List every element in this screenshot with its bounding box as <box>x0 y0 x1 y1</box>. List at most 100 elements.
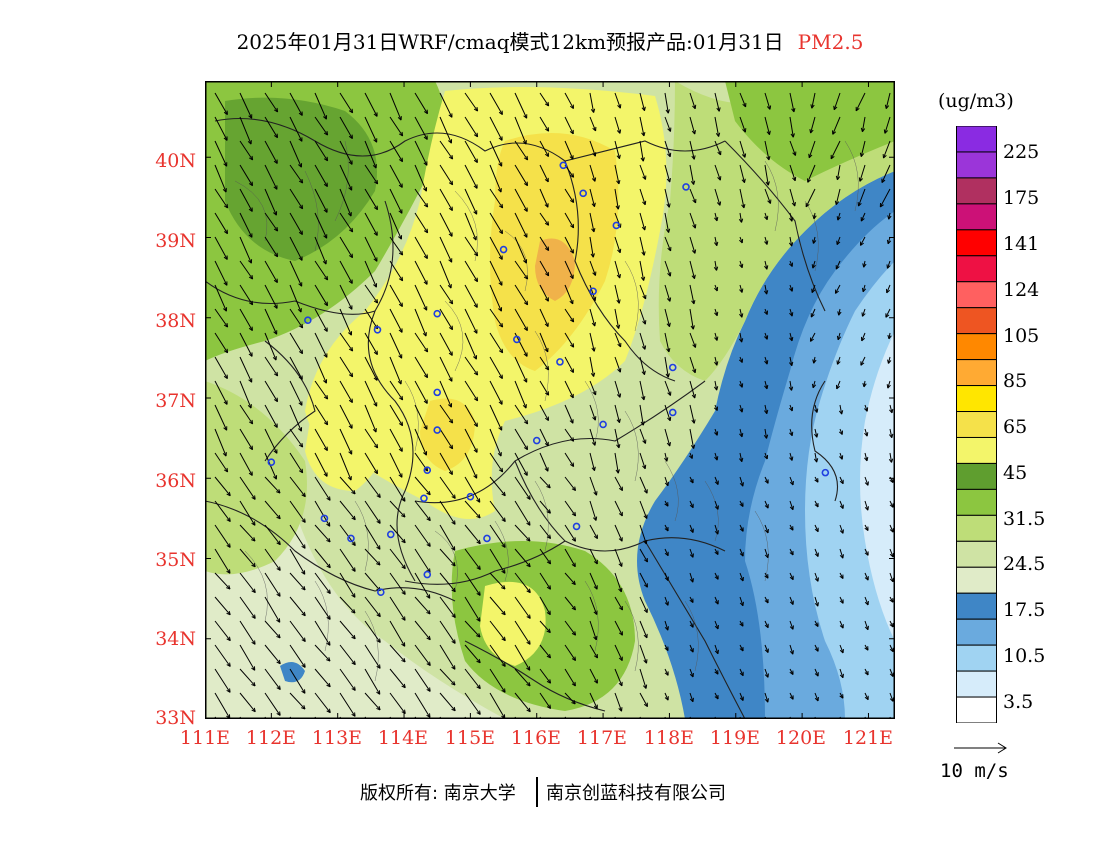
wind-arrow <box>364 428 379 449</box>
wind-arrow <box>789 404 794 412</box>
wind-arrow <box>639 476 648 494</box>
wind-arrow <box>439 524 456 551</box>
legend-swatch <box>956 126 997 153</box>
legend-label: 175 <box>1003 187 1040 209</box>
station-marker <box>433 388 442 397</box>
station-marker <box>668 363 677 372</box>
wind-arrow <box>514 236 528 264</box>
wind-arrow <box>739 596 744 607</box>
wind-arrow <box>689 260 696 280</box>
legend-swatch <box>956 385 997 413</box>
wind-arrow <box>264 332 277 361</box>
wind-arrow <box>214 620 231 642</box>
credit-left: 版权所有: 南京大学 <box>360 783 516 804</box>
wind-arrow <box>814 572 819 582</box>
wind-arrow <box>739 164 746 184</box>
wind-arrow <box>789 332 794 342</box>
wind-arrow <box>489 188 504 209</box>
wind-arrow <box>614 92 622 109</box>
wind-arrow <box>689 668 694 678</box>
wind-arrow <box>289 548 306 575</box>
wind-arrow <box>289 476 306 498</box>
wind-arrow <box>857 188 866 207</box>
lat-label: 34N <box>155 628 196 650</box>
wind-arrow <box>564 116 574 135</box>
wind-arrow <box>464 140 478 164</box>
wind-arrow <box>514 500 531 526</box>
wind-arrow <box>364 380 378 407</box>
legend-swatch <box>956 151 997 179</box>
wind-arrow <box>414 116 428 140</box>
wind-arrow <box>664 116 672 132</box>
station-marker <box>559 161 568 170</box>
wind-arrow <box>812 236 817 244</box>
wind-arrow <box>489 332 504 354</box>
wind-arrow <box>835 260 841 270</box>
wind-arrow <box>639 380 646 401</box>
wind-arrow <box>713 404 719 411</box>
wind-arrow <box>814 644 819 652</box>
wind-arrow <box>264 428 278 454</box>
wind-arrow <box>364 692 381 711</box>
wind-arrow <box>539 644 551 659</box>
wind-arrow <box>889 572 894 583</box>
wind-arrow <box>689 428 696 449</box>
wind-arrow <box>514 284 529 306</box>
wind-arrow <box>389 548 406 570</box>
wind-arrow <box>564 500 577 517</box>
wind-arrow <box>464 260 479 283</box>
wind-arrow <box>884 92 891 109</box>
wind-arrow <box>489 596 506 616</box>
wind-arrow <box>855 92 866 112</box>
wind-arrow <box>763 428 769 439</box>
wind-arrow <box>464 620 481 638</box>
wind-arrow <box>264 236 279 258</box>
wind-arrow <box>264 404 278 428</box>
wind-arrow <box>714 428 719 436</box>
wind-arrow <box>414 92 429 115</box>
wind-arrow <box>239 332 253 357</box>
wind-arrow <box>764 236 769 245</box>
wind-arrow <box>464 92 479 112</box>
wind-arrow <box>809 116 816 134</box>
wind-arrow <box>714 596 719 605</box>
wind-arrow <box>739 548 744 557</box>
wind-arrow <box>289 500 306 523</box>
wind-arrow <box>314 212 328 239</box>
wind-arrow <box>810 92 816 109</box>
wind-arrow <box>789 572 794 581</box>
legend-label: 45 <box>1003 462 1028 484</box>
wind-arrow <box>539 188 549 208</box>
wind-arrow <box>389 644 406 663</box>
legend-swatch <box>956 436 997 464</box>
wind-arrow <box>589 452 596 472</box>
wind-arrow <box>514 452 528 476</box>
station-marker <box>347 534 355 543</box>
wind-arrow <box>639 620 648 639</box>
wind-arrow <box>439 476 456 499</box>
wind-arrow <box>564 668 576 687</box>
wind-arrow <box>689 404 696 424</box>
credit-right: 南京创蓝科技有限公司 <box>546 783 726 804</box>
wind-arrow <box>339 572 356 598</box>
wind-arrow <box>464 308 478 334</box>
wind-arrow <box>314 356 328 384</box>
wind-arrow <box>639 548 648 563</box>
wind-arrow <box>887 212 892 220</box>
wind-arrow <box>264 452 278 480</box>
wind-arrow <box>339 404 353 429</box>
wind-arrow <box>489 164 502 193</box>
wind-arrow <box>764 140 771 161</box>
wind-arrow <box>514 404 529 425</box>
wind-arrow <box>714 212 719 222</box>
wind-arrow <box>714 188 722 206</box>
wind-arrow <box>714 476 719 485</box>
wind-arrow <box>214 524 231 548</box>
wind-arrow <box>564 524 576 542</box>
wind-arrow <box>860 212 866 222</box>
wind-arrow <box>739 404 744 413</box>
wind-arrow <box>664 500 669 507</box>
wind-arrow <box>464 188 478 215</box>
wind-arrow <box>664 452 669 462</box>
wind-arrow <box>789 92 796 113</box>
